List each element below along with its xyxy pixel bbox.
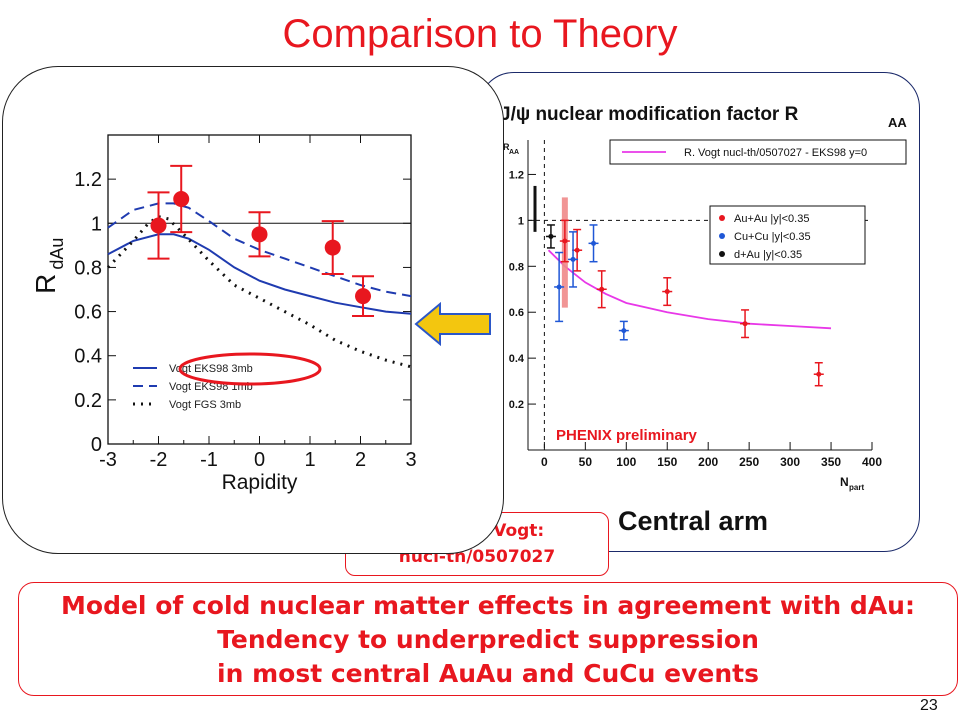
raa-x-tick-label: 200 bbox=[698, 455, 718, 469]
rdau-x-tick-label: 0 bbox=[254, 449, 265, 471]
raa-data-point bbox=[574, 247, 580, 253]
raa-preliminary-label: PHENIX preliminary bbox=[556, 427, 698, 444]
rdau-data-point bbox=[251, 226, 268, 243]
raa-data-point bbox=[599, 286, 605, 292]
raa-x-axis-label: N bbox=[840, 475, 849, 489]
central-arm-label: Central arm bbox=[618, 506, 769, 536]
raa-x-tick-label: 50 bbox=[579, 455, 593, 469]
rdau-y-axis-label: R bbox=[30, 274, 61, 294]
rdau-y-tick-label: 0.4 bbox=[74, 346, 102, 368]
raa-y-tick-label: 0.4 bbox=[509, 353, 525, 365]
raa-data-point bbox=[562, 238, 568, 244]
highlight-ellipse bbox=[178, 352, 322, 386]
raa-legend-label: Au+Au |y|<0.35 bbox=[734, 213, 809, 225]
rdau-x-tick-label: 1 bbox=[304, 449, 315, 471]
raa-data-point bbox=[556, 284, 562, 290]
rdau-data-point bbox=[173, 191, 190, 208]
rdau-y-tick-label: 1 bbox=[91, 213, 102, 235]
rdau-data-point bbox=[324, 239, 341, 256]
raa-y-axis-label: R bbox=[503, 142, 510, 152]
rdau-curve-solid bbox=[107, 233, 412, 315]
raa-x-tick-label: 350 bbox=[821, 455, 841, 469]
rdau-legend-label: Vogt FGS 3mb bbox=[169, 399, 241, 411]
raa-x-tick-label: 250 bbox=[739, 455, 759, 469]
conclusion-line-1: Model of cold nuclear matter effects in … bbox=[61, 591, 915, 620]
raa-chart-title: J/ψ nuclear modification factor R bbox=[500, 104, 799, 125]
rdau-x-tick-label: -1 bbox=[200, 449, 218, 471]
slide-title: Comparison to Theory bbox=[282, 12, 678, 56]
rdau-data-point bbox=[355, 288, 372, 305]
raa-y-tick-label: 0.2 bbox=[509, 399, 524, 411]
raa-x-tick-label: 150 bbox=[657, 455, 677, 469]
rdau-y-axis-sublabel: dAu bbox=[47, 238, 67, 270]
raa-chart-title-sub: AA bbox=[888, 115, 907, 130]
raa-data-point bbox=[591, 240, 597, 246]
page-number: 23 bbox=[920, 697, 938, 714]
raa-y-tick-label: 1.2 bbox=[509, 169, 524, 181]
rdau-y-tick-label: 0.2 bbox=[74, 390, 102, 412]
conclusion-box: Model of cold nuclear matter effects in … bbox=[18, 582, 958, 696]
raa-data-point bbox=[548, 233, 554, 239]
raa-legend-label: d+Au |y|<0.35 bbox=[734, 249, 802, 261]
raa-data-point bbox=[621, 328, 627, 334]
raa-data-point bbox=[742, 321, 748, 327]
raa-x-tick-label: 0 bbox=[541, 455, 548, 469]
rdau-legend-label: Vogt EKS98 3mb bbox=[169, 363, 253, 375]
conclusion-line-2: Tendency to underpredict suppression bbox=[217, 625, 759, 654]
rdau-y-tick-label: 0.8 bbox=[74, 257, 102, 279]
raa-legend-label: Cu+Cu |y|<0.35 bbox=[734, 231, 811, 243]
left-arrow-icon bbox=[414, 302, 491, 346]
raa-data-point bbox=[664, 289, 670, 295]
rdau-y-tick-label: 0.6 bbox=[74, 302, 102, 324]
raa-data-point bbox=[570, 256, 576, 262]
raa-theory-legend-label: R. Vogt nucl-th/0507027 - EKS98 y=0 bbox=[684, 147, 867, 159]
raa-y-tick-label: 0.6 bbox=[509, 307, 524, 319]
raa-legend-marker bbox=[719, 251, 725, 257]
rdau-y-tick-label: 0 bbox=[91, 434, 102, 456]
raa-data-point bbox=[816, 371, 822, 377]
rdau-x-tick-label: -2 bbox=[150, 449, 168, 471]
rdau-y-tick-label: 1.2 bbox=[74, 169, 102, 191]
rdau-x-tick-label: 2 bbox=[355, 449, 366, 471]
raa-theory-curve bbox=[547, 249, 832, 330]
raa-legend-marker bbox=[719, 215, 725, 221]
raa-y-tick-label: 1 bbox=[518, 215, 524, 227]
rdau-curve-dashed bbox=[107, 202, 412, 298]
raa-legend-marker bbox=[719, 233, 725, 239]
raa-y-tick-label: 0.8 bbox=[509, 261, 524, 273]
rdau-data-point bbox=[150, 217, 167, 234]
rdau-x-axis-label: Rapidity bbox=[222, 471, 298, 494]
raa-x-axis-sublabel: part bbox=[849, 483, 864, 492]
raa-series-legend-box bbox=[709, 205, 866, 265]
raa-x-tick-label: 400 bbox=[862, 455, 882, 469]
rdau-x-tick-label: -3 bbox=[99, 449, 117, 471]
raa-x-tick-label: 300 bbox=[780, 455, 800, 469]
conclusion-line-3: in most central AuAu and CuCu events bbox=[217, 659, 759, 688]
raa-y-axis-sublabel: AA bbox=[509, 149, 519, 156]
rdau-x-tick-label: 3 bbox=[405, 449, 416, 471]
raa-x-tick-label: 100 bbox=[616, 455, 636, 469]
